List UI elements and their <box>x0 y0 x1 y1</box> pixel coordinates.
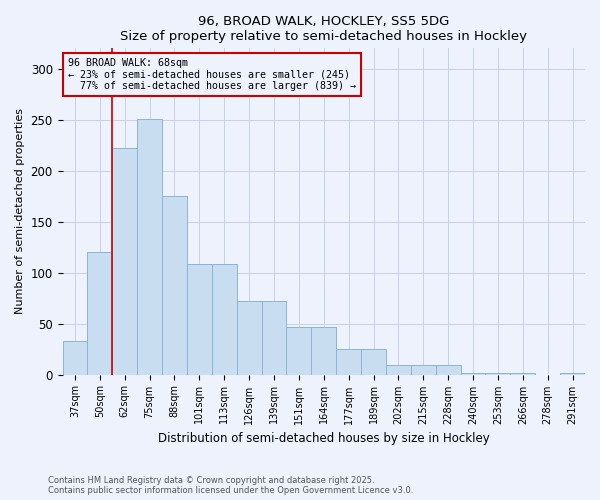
Bar <box>336 349 361 374</box>
Bar <box>485 372 511 374</box>
X-axis label: Distribution of semi-detached houses by size in Hockley: Distribution of semi-detached houses by … <box>158 432 490 445</box>
Bar <box>311 326 336 374</box>
Bar <box>88 252 112 374</box>
Bar <box>461 372 485 374</box>
Bar <box>262 301 286 374</box>
Bar <box>212 264 236 374</box>
Bar <box>62 341 88 374</box>
Title: 96, BROAD WALK, HOCKLEY, SS5 5DG
Size of property relative to semi-detached hous: 96, BROAD WALK, HOCKLEY, SS5 5DG Size of… <box>120 15 527 43</box>
Bar <box>560 372 585 374</box>
Bar <box>436 366 461 374</box>
Bar <box>286 326 311 374</box>
Bar <box>236 301 262 374</box>
Bar <box>187 264 212 374</box>
Bar <box>112 148 137 374</box>
Bar <box>137 118 162 374</box>
Bar <box>361 349 386 374</box>
Bar <box>511 372 535 374</box>
Y-axis label: Number of semi-detached properties: Number of semi-detached properties <box>15 108 25 314</box>
Text: 96 BROAD WALK: 68sqm
← 23% of semi-detached houses are smaller (245)
  77% of se: 96 BROAD WALK: 68sqm ← 23% of semi-detac… <box>68 58 356 92</box>
Bar <box>386 366 411 374</box>
Bar <box>162 196 187 374</box>
Bar <box>411 366 436 374</box>
Text: Contains HM Land Registry data © Crown copyright and database right 2025.
Contai: Contains HM Land Registry data © Crown c… <box>48 476 413 495</box>
